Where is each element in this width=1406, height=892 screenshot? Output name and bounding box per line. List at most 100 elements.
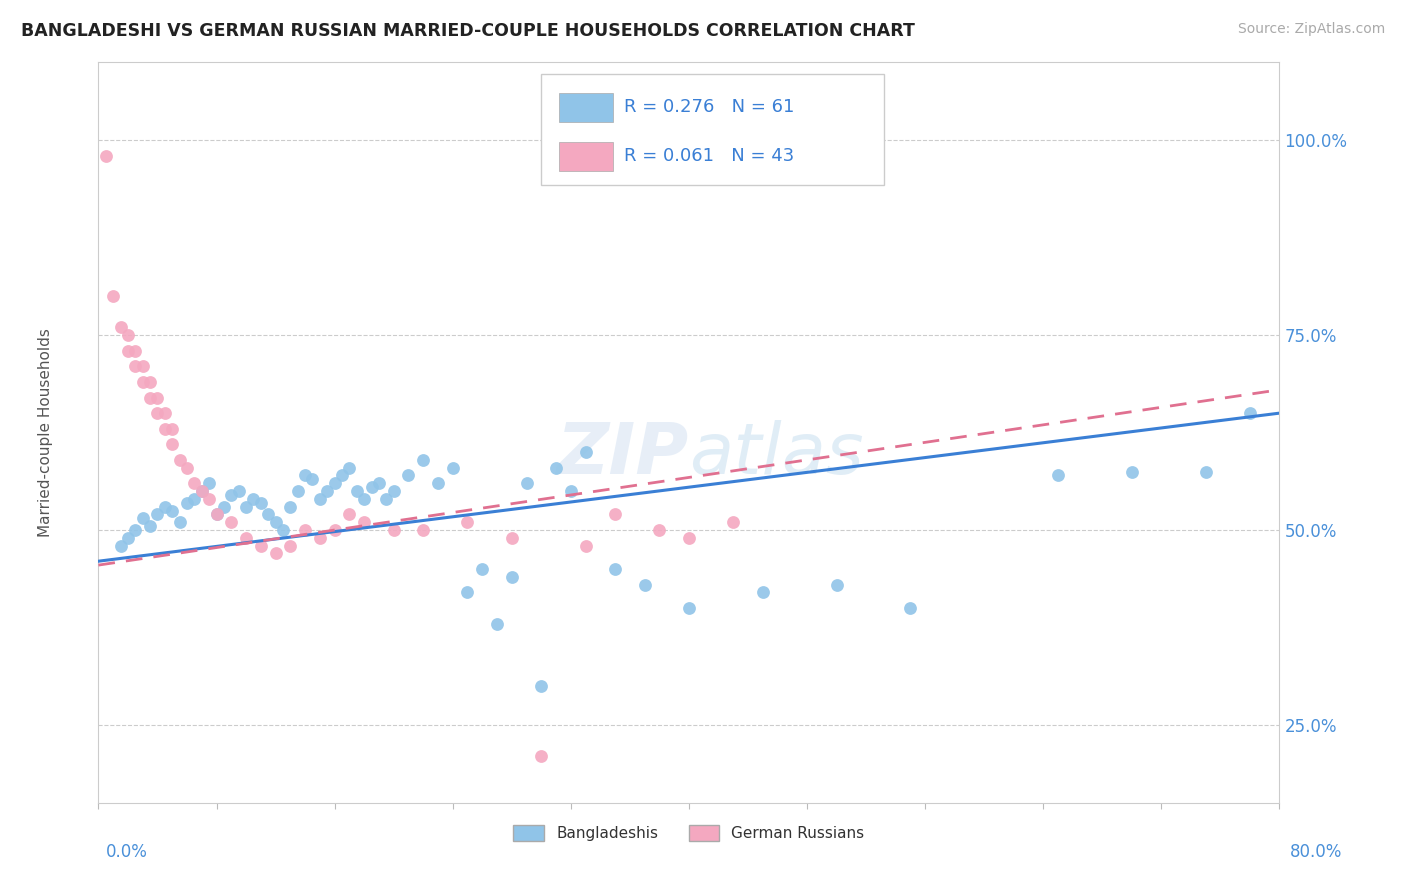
Point — [339, 508, 361, 522]
Point — [205, 508, 228, 522]
Point — [212, 500, 235, 514]
Point — [360, 480, 382, 494]
Point — [309, 491, 332, 506]
Point — [1239, 406, 1261, 420]
Point — [825, 577, 848, 591]
Point — [412, 523, 434, 537]
Point — [280, 539, 302, 553]
Point — [124, 343, 146, 358]
Point — [191, 484, 214, 499]
Point — [368, 476, 391, 491]
Text: ZIP: ZIP — [557, 420, 689, 490]
Point — [330, 468, 353, 483]
Point — [294, 523, 316, 537]
Point — [634, 577, 657, 591]
Point — [1047, 468, 1070, 483]
Point — [139, 519, 162, 533]
Point — [176, 496, 198, 510]
Point — [250, 496, 273, 510]
Point — [309, 531, 332, 545]
Point — [169, 453, 191, 467]
Point — [205, 508, 228, 522]
Text: atlas: atlas — [689, 420, 863, 490]
Point — [339, 460, 361, 475]
Point — [575, 539, 598, 553]
Text: 80.0%: 80.0% — [1291, 843, 1343, 861]
Point — [301, 472, 323, 486]
Point — [353, 491, 375, 506]
Point — [103, 289, 125, 303]
Point — [117, 328, 139, 343]
Point — [1195, 465, 1218, 479]
Text: Married-couple Households: Married-couple Households — [38, 328, 53, 537]
Point — [530, 749, 553, 764]
Point — [124, 523, 146, 537]
Point — [294, 468, 316, 483]
Point — [353, 515, 375, 529]
Point — [605, 508, 627, 522]
Point — [221, 488, 243, 502]
Point — [221, 515, 243, 529]
Point — [242, 491, 264, 506]
Point — [678, 531, 700, 545]
Point — [457, 515, 479, 529]
Point — [139, 391, 162, 405]
Point — [900, 601, 922, 615]
Point — [162, 503, 183, 517]
FancyBboxPatch shape — [560, 93, 613, 121]
Point — [516, 476, 538, 491]
Point — [153, 500, 176, 514]
Point — [198, 476, 221, 491]
Text: Source: ZipAtlas.com: Source: ZipAtlas.com — [1237, 22, 1385, 37]
Point — [560, 484, 582, 499]
Text: BANGLADESHI VS GERMAN RUSSIAN MARRIED-COUPLE HOUSEHOLDS CORRELATION CHART: BANGLADESHI VS GERMAN RUSSIAN MARRIED-CO… — [21, 22, 915, 40]
Text: R = 0.276   N = 61: R = 0.276 N = 61 — [624, 98, 794, 116]
Point — [375, 491, 398, 506]
Point — [530, 679, 553, 693]
Point — [648, 523, 671, 537]
Point — [146, 406, 169, 420]
Point — [117, 531, 139, 545]
Point — [146, 508, 169, 522]
Legend: Bangladeshis, German Russians: Bangladeshis, German Russians — [508, 819, 870, 847]
Point — [117, 343, 139, 358]
Point — [264, 546, 287, 560]
Point — [501, 531, 523, 545]
Point — [169, 515, 191, 529]
Point — [110, 320, 132, 334]
Point — [94, 149, 117, 163]
Point — [124, 359, 146, 374]
FancyBboxPatch shape — [560, 143, 613, 171]
Point — [316, 484, 339, 499]
FancyBboxPatch shape — [541, 73, 884, 185]
Point — [427, 476, 450, 491]
Point — [132, 375, 155, 389]
Point — [191, 484, 214, 499]
Point — [271, 523, 294, 537]
Point — [176, 460, 198, 475]
Point — [382, 484, 405, 499]
Point — [575, 445, 598, 459]
Point — [412, 453, 434, 467]
Point — [323, 476, 346, 491]
Point — [323, 523, 346, 537]
Point — [441, 460, 464, 475]
Point — [257, 508, 280, 522]
Point — [146, 391, 169, 405]
Point — [382, 523, 405, 537]
Point — [605, 562, 627, 576]
Point — [198, 491, 221, 506]
Point — [678, 601, 700, 615]
Point — [471, 562, 494, 576]
Point — [139, 375, 162, 389]
Point — [235, 531, 257, 545]
Point — [235, 500, 257, 514]
Point — [457, 585, 479, 599]
Point — [398, 468, 420, 483]
Point — [346, 484, 368, 499]
Point — [228, 484, 250, 499]
Point — [250, 539, 273, 553]
Point — [132, 511, 155, 525]
Point — [287, 484, 309, 499]
Point — [162, 437, 183, 451]
